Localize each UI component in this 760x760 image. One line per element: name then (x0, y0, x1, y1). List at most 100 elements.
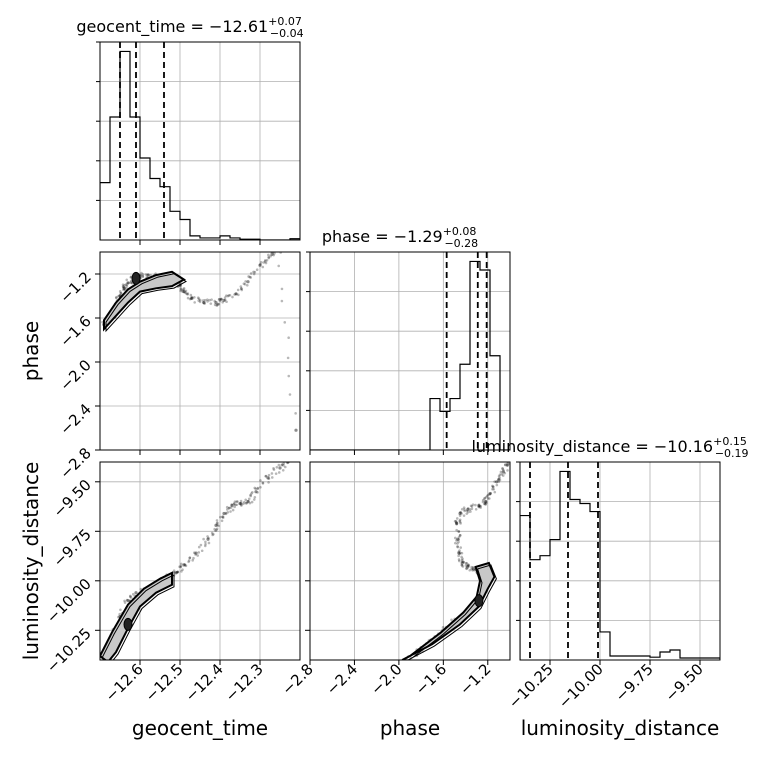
sample-point (277, 463, 281, 467)
sample-point (186, 293, 189, 296)
sample-point (123, 599, 126, 603)
sample-point (249, 272, 253, 275)
sample-point (262, 261, 266, 264)
sample-point (466, 507, 470, 510)
sample-point (146, 273, 150, 276)
sample-point (484, 495, 488, 499)
sample-point (139, 273, 143, 277)
panel-frame (99, 461, 301, 661)
sample-point (224, 294, 228, 297)
sample-point (501, 467, 505, 471)
sample-point (206, 298, 209, 301)
sample-point (465, 567, 468, 571)
sample-point (458, 551, 462, 555)
sample-point (462, 514, 466, 517)
sample-point (225, 300, 228, 304)
sample-point (240, 504, 243, 507)
scatter-inner (100, 462, 300, 660)
sample-point (458, 514, 462, 517)
sample-point (272, 467, 275, 470)
sample-point (459, 511, 463, 514)
sample-point (495, 480, 499, 484)
sample-point (256, 491, 259, 494)
sample-point (179, 289, 182, 293)
density-contour (100, 571, 173, 660)
sample-point (197, 297, 201, 301)
scatter-panel-luminosity_distance_vs_geocent_time: −12.6−12.5−12.4−12.3 −10.25−10.00 −9.75−9.… (43, 461, 301, 705)
sample-point (250, 500, 254, 504)
sample-point (403, 660, 406, 663)
y-tick-label: −1.6 (56, 312, 94, 350)
sample-point (149, 274, 152, 277)
sample-point (267, 255, 270, 259)
sample-point (259, 485, 262, 489)
sample-point (185, 292, 188, 296)
sample-point (188, 297, 192, 301)
sample-point (272, 253, 275, 257)
sample-point (283, 465, 287, 469)
sample-point (457, 559, 461, 563)
sample-point (244, 280, 247, 283)
sample-point (261, 481, 265, 484)
sample-point (119, 292, 123, 295)
sample-point (488, 492, 492, 496)
sample-point (129, 281, 132, 284)
sample-point (467, 564, 471, 567)
sample-point (190, 296, 194, 300)
scatter-panel-phase_vs_geocent_time: −2.8 −2.4 −2.0 −1.6 −1.2 (56, 251, 301, 483)
sample-point (458, 534, 462, 537)
sample-point (474, 503, 477, 507)
sample-point (141, 275, 145, 279)
title-lower: −0.19 (715, 447, 749, 460)
sample-point (462, 506, 466, 509)
sample-point (234, 292, 238, 296)
sample-point (481, 500, 485, 504)
sample-point (239, 285, 243, 288)
title-lower: −0.28 (444, 237, 478, 250)
sample-point (498, 478, 502, 482)
sample-point (486, 497, 490, 500)
sample-point (491, 484, 494, 488)
sample-point (264, 474, 268, 478)
sample-point (466, 563, 470, 566)
sample-point (253, 270, 257, 274)
sample-point (194, 553, 197, 556)
sample-point (215, 522, 219, 525)
sample-point (459, 510, 462, 514)
sample-point (182, 563, 186, 567)
sample-point (493, 480, 496, 483)
sample-point (125, 598, 129, 602)
density-peak (123, 617, 133, 631)
sample-point (215, 528, 218, 532)
sample-point (460, 561, 464, 565)
y-tick-label: −10.25 (43, 624, 95, 676)
sample-point (134, 591, 138, 595)
sample-point (235, 292, 238, 296)
sample-point (454, 519, 458, 523)
sample-point (453, 536, 457, 540)
sample-point (491, 487, 494, 491)
sample-point (125, 284, 129, 288)
sample-point (128, 595, 132, 598)
sample-point (215, 527, 219, 531)
sample-point (221, 515, 224, 519)
sample-point (278, 466, 282, 470)
sample-point (189, 297, 193, 301)
sample-point (146, 273, 150, 277)
sample-point (183, 563, 187, 567)
sample-point (466, 564, 469, 568)
sample-point (277, 471, 281, 474)
sample-point (267, 253, 270, 257)
sample-point (248, 501, 252, 505)
sample-point (125, 283, 129, 286)
sample-point (216, 302, 220, 306)
scatter-inner (310, 462, 510, 663)
sample-point (275, 466, 279, 469)
sample-point (123, 284, 126, 287)
y-tick-label: −2.4 (56, 400, 94, 438)
sample-point (213, 299, 217, 303)
sample-point (493, 490, 497, 494)
sample-point (233, 500, 237, 503)
sample-point (141, 274, 145, 278)
sample-point (224, 512, 228, 516)
